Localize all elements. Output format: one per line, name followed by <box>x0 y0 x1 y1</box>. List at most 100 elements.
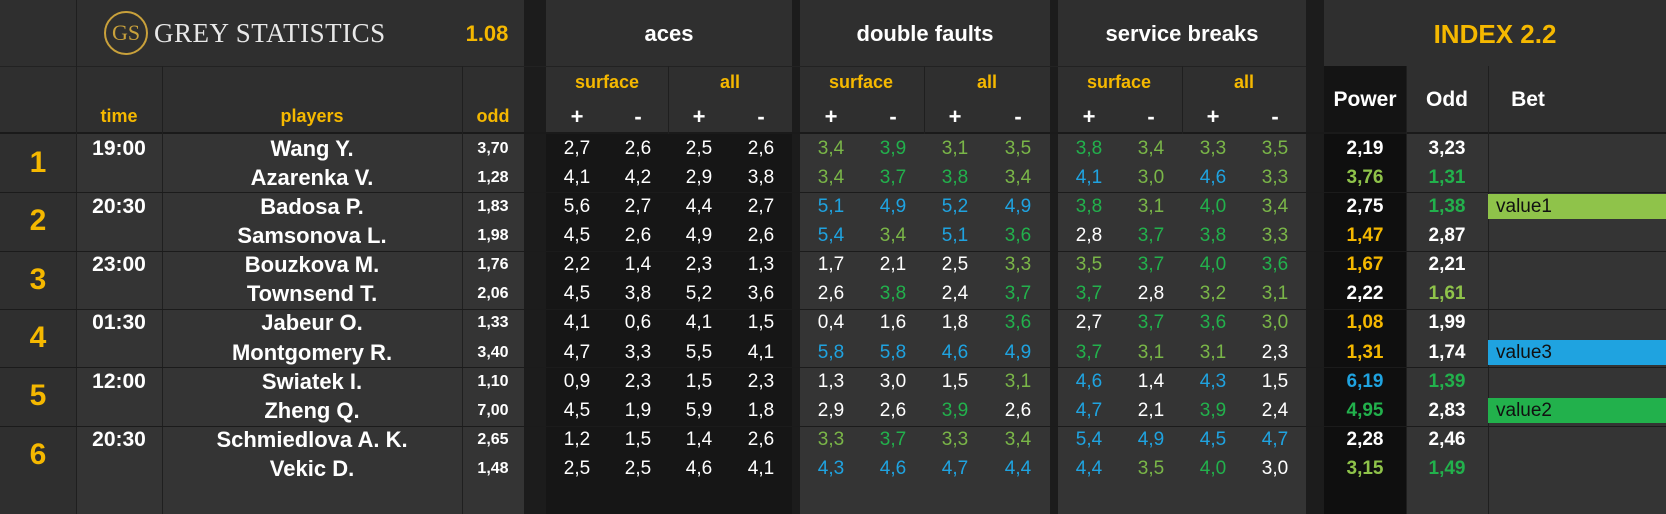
bet-header-bg <box>1488 66 1666 134</box>
player-name: Wang Y. <box>270 135 354 161</box>
row-divider <box>0 192 1666 194</box>
aces-value: 1,3 <box>747 254 775 276</box>
sub-all-label: all <box>719 71 740 92</box>
player-name: Bouzkova M. <box>244 252 380 278</box>
service-breaks-value: 2,1 <box>1137 399 1165 421</box>
service-breaks-value: 4,4 <box>1075 458 1103 480</box>
double-faults-value: 3,7 <box>1004 283 1032 305</box>
brand-name: GREY STATISTICS <box>154 17 386 48</box>
service-breaks-value: 3,9 <box>1199 399 1227 421</box>
aces-value: 4,5 <box>563 399 591 421</box>
aces-value: 4,1 <box>747 341 775 363</box>
match-number: 6 <box>29 437 47 471</box>
double-faults-value: 4,6 <box>941 341 969 363</box>
header-bottom-line <box>0 132 1666 134</box>
aces-value: 1,5 <box>624 429 652 451</box>
service-breaks-value: 3,0 <box>1261 312 1289 334</box>
match-time: 19:00 <box>92 136 146 160</box>
service-breaks-value: 3,8 <box>1199 225 1227 246</box>
power-area-bg <box>1324 134 1406 514</box>
aces-value: 5,6 <box>563 195 591 217</box>
service-breaks-value: 3,6 <box>1261 254 1289 276</box>
odd2-header-bg <box>1406 66 1488 134</box>
service-breaks-value: 4,7 <box>1075 399 1103 421</box>
header-aces-bg <box>546 0 792 134</box>
aces-value: 3,3 <box>624 341 652 363</box>
service-breaks-value: 3,7 <box>1075 283 1103 305</box>
aces-value: 3,6 <box>747 283 775 305</box>
minus-header: - <box>1014 104 1022 129</box>
player-odd: 1,76 <box>477 256 509 274</box>
aces-value: 2,6 <box>747 429 775 451</box>
aces-value: 4,1 <box>563 166 591 188</box>
service-breaks-value: 3,7 <box>1137 312 1165 334</box>
double-faults-value: 2,1 <box>879 254 907 276</box>
double-faults-value: 2,5 <box>941 254 969 276</box>
player-odd: 7,00 <box>477 401 509 419</box>
aces-value: 2,3 <box>685 254 713 276</box>
power-header-bg <box>1324 66 1406 134</box>
header-index-bg <box>1324 0 1666 66</box>
service-breaks-value: 3,3 <box>1261 166 1289 188</box>
player-odd: 1,33 <box>477 314 509 332</box>
service-breaks-value: 3,3 <box>1261 225 1289 246</box>
sub-all-label: all <box>976 71 997 92</box>
plus-header: + <box>1206 104 1220 129</box>
double-faults-value: 5,1 <box>941 225 969 246</box>
bet-header: Bet <box>1511 88 1545 111</box>
vline-df-mid <box>924 66 925 134</box>
row-divider <box>0 367 1666 369</box>
service-breaks-value: 3,0 <box>1137 166 1165 188</box>
match-time: 20:30 <box>92 428 146 452</box>
header-left-bg <box>76 0 524 134</box>
service-breaks-value: 1,5 <box>1261 370 1289 392</box>
aces-value: 2,6 <box>624 137 652 159</box>
aces-value: 1,4 <box>685 429 713 451</box>
service-breaks-value: 3,7 <box>1137 225 1165 246</box>
vline-num <box>76 0 77 514</box>
match-number: 4 <box>29 321 47 355</box>
index-title: INDEX 2.2 <box>1433 18 1557 49</box>
power-value: 2,75 <box>1346 195 1384 217</box>
match-time: 23:00 <box>92 253 146 277</box>
double-faults-value: 2,4 <box>941 283 969 305</box>
double-faults-value: 2,9 <box>817 399 845 421</box>
double-faults-value: 3,4 <box>817 166 845 188</box>
minus-header: - <box>1271 104 1279 129</box>
double-faults-value: 4,6 <box>879 458 907 480</box>
service-breaks-value: 3,3 <box>1199 137 1227 159</box>
bet-badge-value2: value2 <box>1488 398 1666 424</box>
player-name: Samsonova L. <box>237 223 387 248</box>
service-breaks-value: 3,4 <box>1261 195 1289 217</box>
double-faults-value: 5,2 <box>941 195 969 217</box>
double-faults-value: 3,4 <box>1004 429 1032 451</box>
service-breaks-value: 3,2 <box>1199 283 1227 305</box>
aces-value: 2,7 <box>624 195 652 217</box>
vline-sb-mid <box>1182 66 1183 134</box>
match-time: 01:30 <box>92 311 146 335</box>
service-breaks-value: 4,1 <box>1075 166 1103 188</box>
bet-badge-value3: value3 <box>1488 340 1666 366</box>
aces-value: 4,5 <box>563 283 591 305</box>
player-name: Schmiedlova A. K. <box>216 427 408 453</box>
aces-value: 5,2 <box>685 283 713 305</box>
service-breaks-value: 4,0 <box>1199 195 1227 217</box>
double-faults-value: 3,3 <box>1004 254 1032 276</box>
aces-value: 2,6 <box>747 137 775 159</box>
double-faults-value: 1,5 <box>941 370 969 392</box>
index-odd-value: 2,87 <box>1428 225 1466 246</box>
bet-area-bg <box>1488 134 1666 514</box>
player-name: Zheng Q. <box>264 397 360 423</box>
header-divider <box>0 66 1306 67</box>
player-name: Vekic D. <box>269 456 355 482</box>
double-faults-value: 2,6 <box>1004 399 1032 421</box>
service-breaks-value: 3,5 <box>1261 137 1289 159</box>
plus-header: + <box>948 104 962 129</box>
brand-logo: GS GREY STATISTICS <box>104 11 386 55</box>
aces-value: 4,1 <box>685 312 713 334</box>
double-faults-value: 5,4 <box>817 225 845 246</box>
power-value: 3,15 <box>1346 458 1384 480</box>
player-odd: 3,70 <box>477 139 509 157</box>
aces-value: 2,5 <box>563 458 591 480</box>
player-name: Montgomery R. <box>231 339 393 365</box>
